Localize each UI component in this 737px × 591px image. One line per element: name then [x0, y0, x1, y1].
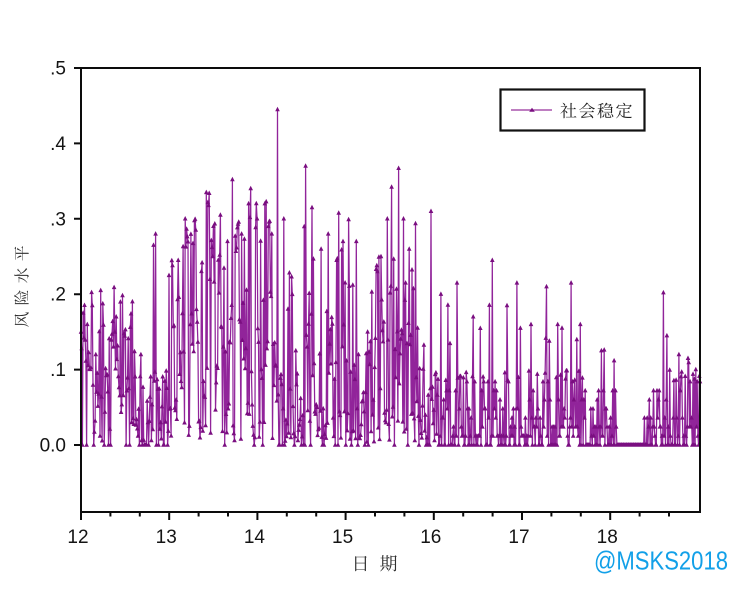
- svg-text:.2: .2: [50, 285, 66, 306]
- svg-text:15: 15: [332, 527, 353, 548]
- svg-text:.3: .3: [50, 209, 66, 230]
- svg-text:.4: .4: [50, 134, 66, 155]
- svg-text:17: 17: [508, 527, 529, 548]
- svg-text:13: 13: [156, 527, 177, 548]
- svg-text:.5: .5: [50, 59, 66, 80]
- svg-text:12: 12: [67, 527, 88, 548]
- svg-text:14: 14: [244, 527, 266, 548]
- svg-text:@MSKS2018: @MSKS2018: [594, 546, 728, 576]
- svg-text:0.0: 0.0: [40, 436, 66, 457]
- svg-text:16: 16: [420, 527, 441, 548]
- svg-text:18: 18: [597, 527, 618, 548]
- svg-text:.1: .1: [50, 360, 66, 381]
